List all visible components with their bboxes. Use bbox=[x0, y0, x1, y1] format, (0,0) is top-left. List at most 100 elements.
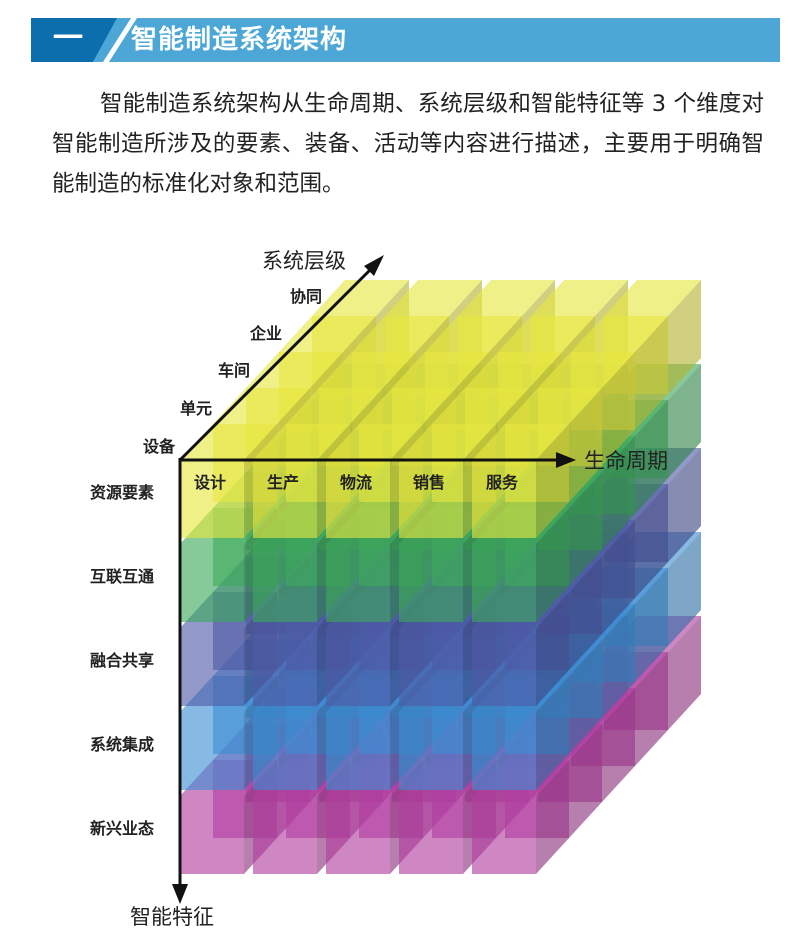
cube-side-face bbox=[635, 652, 668, 766]
cube-side-face bbox=[536, 676, 569, 790]
cube-top-face bbox=[279, 316, 376, 352]
section-title: 智能制造系统架构 bbox=[131, 25, 348, 55]
cube-side-face bbox=[602, 604, 635, 718]
cube-front-face bbox=[399, 628, 463, 706]
cube-side-face bbox=[569, 724, 602, 838]
cube-front-face bbox=[399, 460, 463, 538]
cube-front-face bbox=[180, 628, 244, 706]
cube-side-face bbox=[536, 760, 569, 874]
cube-side-face bbox=[602, 352, 635, 466]
lifecycle-axis-label: 生命周期 bbox=[584, 449, 668, 473]
cube-top-face bbox=[538, 352, 635, 388]
cube-front-face bbox=[472, 460, 536, 538]
cube-side-face bbox=[668, 532, 701, 646]
cube-top-face bbox=[465, 352, 562, 388]
system-level-axis bbox=[178, 260, 380, 462]
cube-top-face bbox=[359, 388, 456, 424]
cube-top-face bbox=[319, 352, 416, 388]
cube-side-face bbox=[635, 568, 668, 682]
cube-side-face bbox=[536, 424, 569, 538]
cube-front-face bbox=[472, 628, 536, 706]
cube-top-face bbox=[604, 280, 701, 316]
system-level-label: 协同 bbox=[290, 287, 322, 306]
cube-side-face bbox=[569, 388, 602, 502]
cube-front-face bbox=[326, 628, 390, 706]
cube-front-face bbox=[253, 460, 317, 538]
features-arrowhead bbox=[172, 884, 188, 904]
cube-top-face bbox=[385, 280, 482, 316]
cube-side-face bbox=[668, 448, 701, 562]
cube-front-face bbox=[180, 796, 244, 874]
cube-top-face bbox=[392, 352, 489, 388]
cube-front-face bbox=[399, 712, 463, 790]
lifecycle-label: 设计 bbox=[194, 473, 226, 492]
cube-side-face bbox=[668, 364, 701, 478]
cube-top-face bbox=[498, 316, 595, 352]
system-level-label: 单元 bbox=[180, 399, 212, 418]
feature-label: 新兴业态 bbox=[90, 819, 154, 838]
cube-front-face bbox=[180, 544, 244, 622]
cube-side-face bbox=[635, 400, 668, 514]
lifecycle-label: 服务 bbox=[486, 473, 519, 492]
cube-top-face bbox=[180, 424, 277, 460]
system-level-label: 设备 bbox=[143, 437, 176, 456]
cube-top-face bbox=[505, 388, 602, 424]
body-paragraph: 智能制造系统架构从生命周期、系统层级和智能特征等 3 个维度对智能制造所涉及的要… bbox=[52, 91, 764, 197]
cube-front-face bbox=[253, 628, 317, 706]
features-axis-label: 智能特征 bbox=[130, 905, 214, 929]
cube-side-face bbox=[635, 316, 668, 430]
cube-top-face bbox=[213, 388, 310, 424]
cube-side-face bbox=[602, 688, 635, 802]
cube-top-face bbox=[253, 424, 350, 460]
cube-front-face bbox=[326, 796, 390, 874]
section-header: 一 智能制造系统架构 bbox=[31, 18, 780, 62]
cube-side-face bbox=[569, 640, 602, 754]
cube-front-face bbox=[326, 544, 390, 622]
cube-front-face bbox=[253, 544, 317, 622]
feature-label: 融合共享 bbox=[90, 651, 154, 670]
axes bbox=[172, 255, 576, 904]
system-level-label: 车间 bbox=[218, 361, 250, 380]
cube-grid bbox=[180, 280, 701, 874]
cube-front-face bbox=[472, 712, 536, 790]
system-level-axis-label: 系统层级 bbox=[262, 249, 346, 273]
feature-label: 互联互通 bbox=[90, 567, 154, 586]
feature-label: 资源要素 bbox=[90, 483, 154, 502]
cube-top-face bbox=[425, 316, 522, 352]
cube-side-face bbox=[536, 508, 569, 622]
cube-top-face bbox=[571, 316, 668, 352]
cube-top-face bbox=[432, 388, 529, 424]
cube-top-face bbox=[352, 316, 449, 352]
cube-front-face bbox=[180, 712, 244, 790]
cube-front-face bbox=[253, 712, 317, 790]
cube-side-face bbox=[569, 472, 602, 586]
cube-front-face bbox=[326, 712, 390, 790]
cube-top-face bbox=[246, 352, 343, 388]
lifecycle-arrowhead bbox=[556, 452, 576, 468]
cube-front-face bbox=[399, 544, 463, 622]
cube-side-face bbox=[635, 484, 668, 598]
cube-front-face bbox=[472, 796, 536, 874]
cube-front-face bbox=[399, 796, 463, 874]
system-level-label: 企业 bbox=[249, 324, 282, 343]
cube-side-face bbox=[602, 436, 635, 550]
cube-top-face bbox=[286, 388, 383, 424]
cube bbox=[472, 424, 569, 538]
lifecycle-label: 销售 bbox=[413, 473, 445, 492]
cube-front-face bbox=[253, 796, 317, 874]
cube-top-face bbox=[531, 280, 628, 316]
cube-side-face bbox=[668, 616, 701, 730]
cube-front-face bbox=[180, 460, 244, 538]
cube-front-face bbox=[472, 544, 536, 622]
cube-side-face bbox=[569, 556, 602, 670]
system-level-arrowhead bbox=[364, 255, 384, 276]
cube-side-face bbox=[602, 520, 635, 634]
feature-label: 系统集成 bbox=[90, 735, 154, 754]
cube-top-face bbox=[312, 280, 409, 316]
cube-top-face bbox=[472, 424, 569, 460]
lifecycle-label: 生产 bbox=[267, 473, 299, 492]
lifecycle-label: 物流 bbox=[340, 473, 372, 492]
cube-top-face bbox=[458, 280, 555, 316]
cube-front-face bbox=[326, 460, 390, 538]
